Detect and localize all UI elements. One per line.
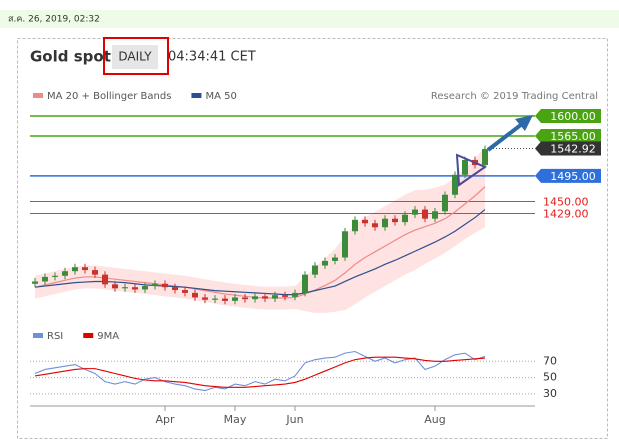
- candle-body: [72, 267, 78, 272]
- level-label: 1450.00: [543, 196, 589, 209]
- level-box: [535, 168, 601, 183]
- candle-body: [102, 274, 108, 285]
- level-box: [535, 141, 601, 156]
- candle-body: [92, 270, 98, 275]
- bollinger-band: [35, 146, 485, 313]
- candle-body: [132, 287, 138, 290]
- candle-body: [392, 218, 398, 223]
- interval-label: DAILY: [118, 50, 152, 64]
- candle-body: [52, 275, 58, 277]
- level-label: 1565.00: [550, 130, 596, 143]
- candle-body: [142, 286, 148, 290]
- legend-label: 9MA: [97, 331, 119, 342]
- candle-body: [222, 298, 228, 301]
- timestamp: ส.ค. 26, 2019, 02:32: [8, 15, 100, 25]
- candle-body: [462, 159, 468, 175]
- triangle-pattern: [455, 153, 488, 187]
- x-tick-label: Jun: [285, 413, 303, 426]
- arrow-head: [515, 115, 533, 131]
- candle-body: [382, 218, 388, 228]
- top-bar: [0, 10, 619, 28]
- ma-line: [34, 186, 486, 299]
- candle-body: [362, 219, 368, 224]
- candle-body: [232, 297, 238, 301]
- candle-body: [322, 260, 328, 266]
- panel: [17, 38, 608, 439]
- candle-body: [442, 194, 448, 212]
- x-tick-label: May: [224, 413, 247, 426]
- candle-body: [152, 283, 158, 287]
- candle-body: [202, 297, 208, 300]
- candle-body: [82, 267, 88, 271]
- candle-body: [282, 295, 288, 297]
- chart-title: Gold spot: [30, 48, 111, 66]
- candle-body: [352, 219, 358, 232]
- candle-body: [302, 274, 308, 293]
- candle-body: [252, 296, 258, 300]
- x-tick-label: Apr: [155, 413, 175, 426]
- candle-body: [172, 287, 178, 291]
- y-tick-label: 70: [543, 354, 557, 367]
- candle-body: [62, 271, 68, 276]
- x-tick-label: Aug: [424, 413, 445, 426]
- legend-label: MA 50: [205, 91, 236, 102]
- candle-body: [192, 292, 198, 298]
- candle-body: [292, 292, 298, 297]
- legend-label: RSI: [47, 331, 63, 342]
- time: 04:34:41 CET: [168, 50, 256, 65]
- candle-body: [112, 284, 118, 289]
- candle-body: [162, 283, 168, 288]
- legend-swatch: [33, 333, 43, 338]
- candle-body: [482, 149, 488, 166]
- candle-body: [312, 265, 318, 275]
- candle-body: [182, 290, 188, 293]
- candle-body: [372, 223, 378, 228]
- candle-body: [452, 174, 458, 195]
- y-tick-label: 30: [543, 387, 557, 400]
- y-tick-label: 50: [543, 371, 557, 384]
- credit: Research © 2019 Trading Central: [431, 91, 598, 102]
- level-box: [535, 128, 601, 143]
- candle-body: [412, 209, 418, 215]
- candle-body: [122, 287, 128, 289]
- legend-swatch: [83, 333, 94, 338]
- candle-body: [262, 296, 268, 299]
- interval-button[interactable]: [112, 45, 158, 69]
- highlight-box: [103, 37, 169, 75]
- candle-body: [432, 211, 438, 219]
- candle-body: [32, 281, 38, 284]
- candle-body: [422, 209, 428, 219]
- candle-body: [42, 276, 48, 282]
- ma-line: [34, 209, 486, 296]
- candle-body: [402, 214, 408, 223]
- level-label: 1600.00: [550, 110, 596, 123]
- legend-label: MA 20 + Bollinger Bands: [47, 91, 171, 102]
- candle-body: [332, 257, 338, 261]
- level-label: 1495.00: [550, 170, 596, 183]
- level-box: [535, 108, 601, 123]
- rsi-line: [34, 350, 486, 392]
- legend-swatch: [33, 93, 43, 98]
- candle-body: [212, 298, 218, 300]
- rsi-line: [34, 356, 486, 388]
- legend-swatch: [191, 93, 202, 98]
- level-label: 1429.00: [543, 208, 589, 221]
- candle-body: [342, 231, 348, 258]
- plot: MA 20 + Bollinger Bands MA 50 1600.00 1565.…: [30, 91, 601, 426]
- candle-body: [272, 295, 278, 299]
- candle-body: [242, 297, 248, 300]
- arrow-shaft: [486, 122, 524, 152]
- level-label: 1542.92: [550, 143, 596, 156]
